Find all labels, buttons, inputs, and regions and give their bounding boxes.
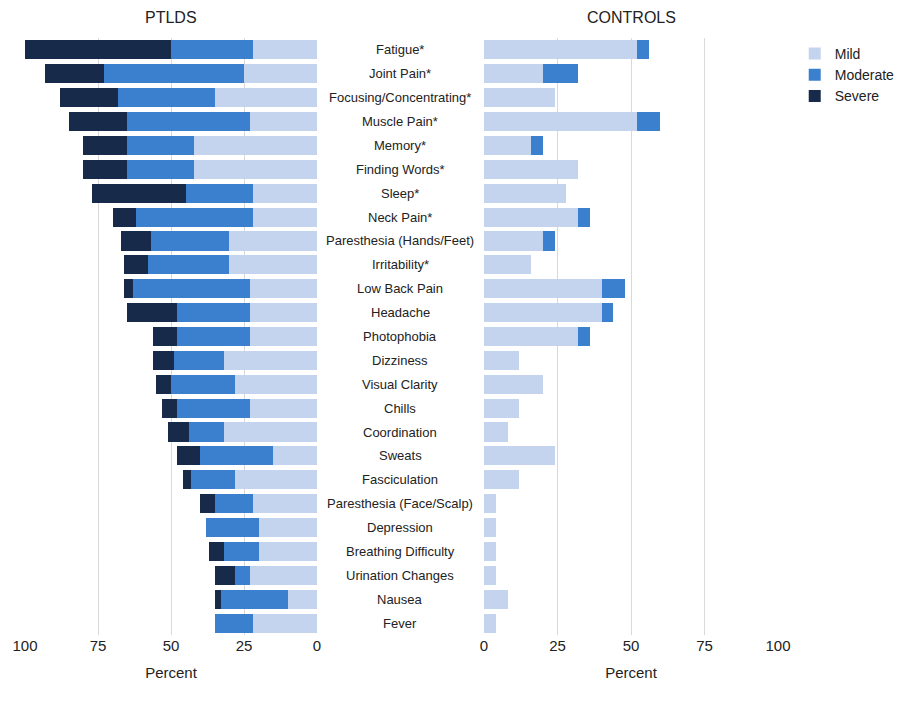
svg-text:Percent: Percent	[145, 664, 198, 681]
svg-text:Depression: Depression	[367, 520, 433, 535]
svg-text:25: 25	[549, 637, 566, 654]
svg-text:Severe: Severe	[835, 88, 880, 104]
svg-text:CONTROLS: CONTROLS	[587, 9, 676, 26]
svg-text:Muscle Pain*: Muscle Pain*	[362, 114, 438, 129]
svg-text:Visual Clarity: Visual Clarity	[362, 377, 438, 392]
svg-text:Paresthesia (Face/Scalp): Paresthesia (Face/Scalp)	[327, 496, 473, 511]
svg-text:75: 75	[90, 637, 107, 654]
svg-text:0: 0	[480, 637, 488, 654]
svg-text:Nausea: Nausea	[377, 592, 423, 607]
svg-text:Joint Pain*: Joint Pain*	[369, 66, 431, 81]
svg-text:0: 0	[313, 637, 321, 654]
svg-text:100: 100	[12, 637, 37, 654]
svg-text:Fatigue*: Fatigue*	[376, 42, 424, 57]
svg-text:25: 25	[236, 637, 253, 654]
svg-text:Paresthesia (Hands/Feet): Paresthesia (Hands/Feet)	[326, 233, 474, 248]
svg-text:Photophobia: Photophobia	[363, 329, 437, 344]
svg-text:Moderate: Moderate	[835, 67, 894, 83]
svg-text:Breathing Difficulty: Breathing Difficulty	[346, 544, 455, 559]
svg-text:Finding Words*: Finding Words*	[356, 162, 445, 177]
svg-text:Fasciculation: Fasciculation	[362, 472, 438, 487]
svg-text:Headache: Headache	[371, 305, 430, 320]
svg-text:PTLDS: PTLDS	[145, 9, 197, 26]
svg-text:Sweats: Sweats	[379, 448, 422, 463]
svg-text:50: 50	[163, 637, 180, 654]
svg-text:Mild: Mild	[835, 46, 861, 62]
svg-text:Neck Pain*: Neck Pain*	[368, 210, 432, 225]
svg-text:Irritability*: Irritability*	[372, 257, 429, 272]
svg-text:Fever: Fever	[383, 616, 417, 631]
svg-text:100: 100	[765, 637, 790, 654]
svg-text:Urination Changes: Urination Changes	[346, 568, 454, 583]
svg-text:50: 50	[623, 637, 640, 654]
svg-text:Coordination: Coordination	[363, 425, 437, 440]
svg-text:Focusing/Concentrating*: Focusing/Concentrating*	[329, 90, 471, 105]
svg-text:Chills: Chills	[384, 401, 416, 416]
svg-text:Sleep*: Sleep*	[381, 186, 419, 201]
svg-text:Dizziness: Dizziness	[372, 353, 428, 368]
svg-text:Percent: Percent	[605, 664, 658, 681]
svg-text:Memory*: Memory*	[374, 138, 426, 153]
svg-text:Low Back Pain: Low Back Pain	[357, 281, 443, 296]
svg-text:75: 75	[696, 637, 713, 654]
